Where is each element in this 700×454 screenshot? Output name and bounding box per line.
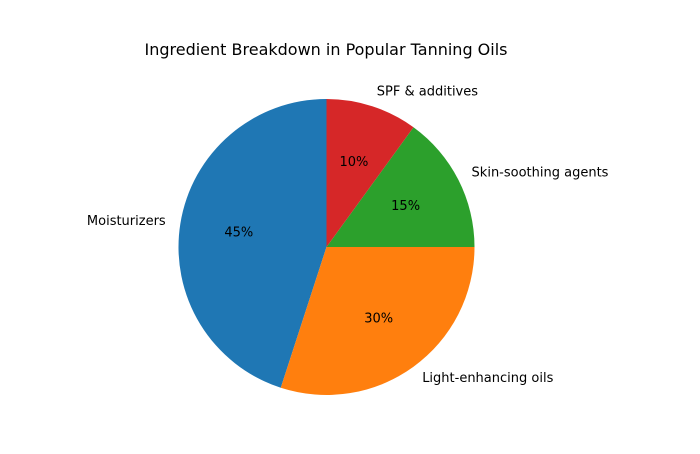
slice-label-light-enhancing-oils: Light-enhancing oils (422, 371, 553, 386)
chart-title: Ingredient Breakdown in Popular Tanning … (144, 40, 507, 59)
pie-slice-spf-additives (326, 99, 414, 247)
pct-label-spf-additives: 10% (339, 155, 368, 170)
slice-label-spf-additives: SPF & additives (377, 85, 478, 100)
pie-slices (178, 98, 475, 396)
pct-label-light-enhancing-oils: 30% (364, 311, 393, 326)
pie-labels: Moisturizers 45% Light-enhancing oils 30% Sk… (87, 85, 609, 387)
slice-label-skin-soothing-agents: Skin-soothing agents (472, 166, 609, 181)
pie-slice-moisturizers (178, 98, 327, 388)
pie-slice-skin-soothing-agents (326, 127, 475, 247)
pct-label-moisturizers: 45% (224, 226, 253, 241)
pct-label-skin-soothing-agents: 15% (391, 199, 420, 214)
pie-slice-light-enhancing-oils (280, 247, 475, 396)
slice-label-moisturizers: Moisturizers (87, 214, 166, 229)
